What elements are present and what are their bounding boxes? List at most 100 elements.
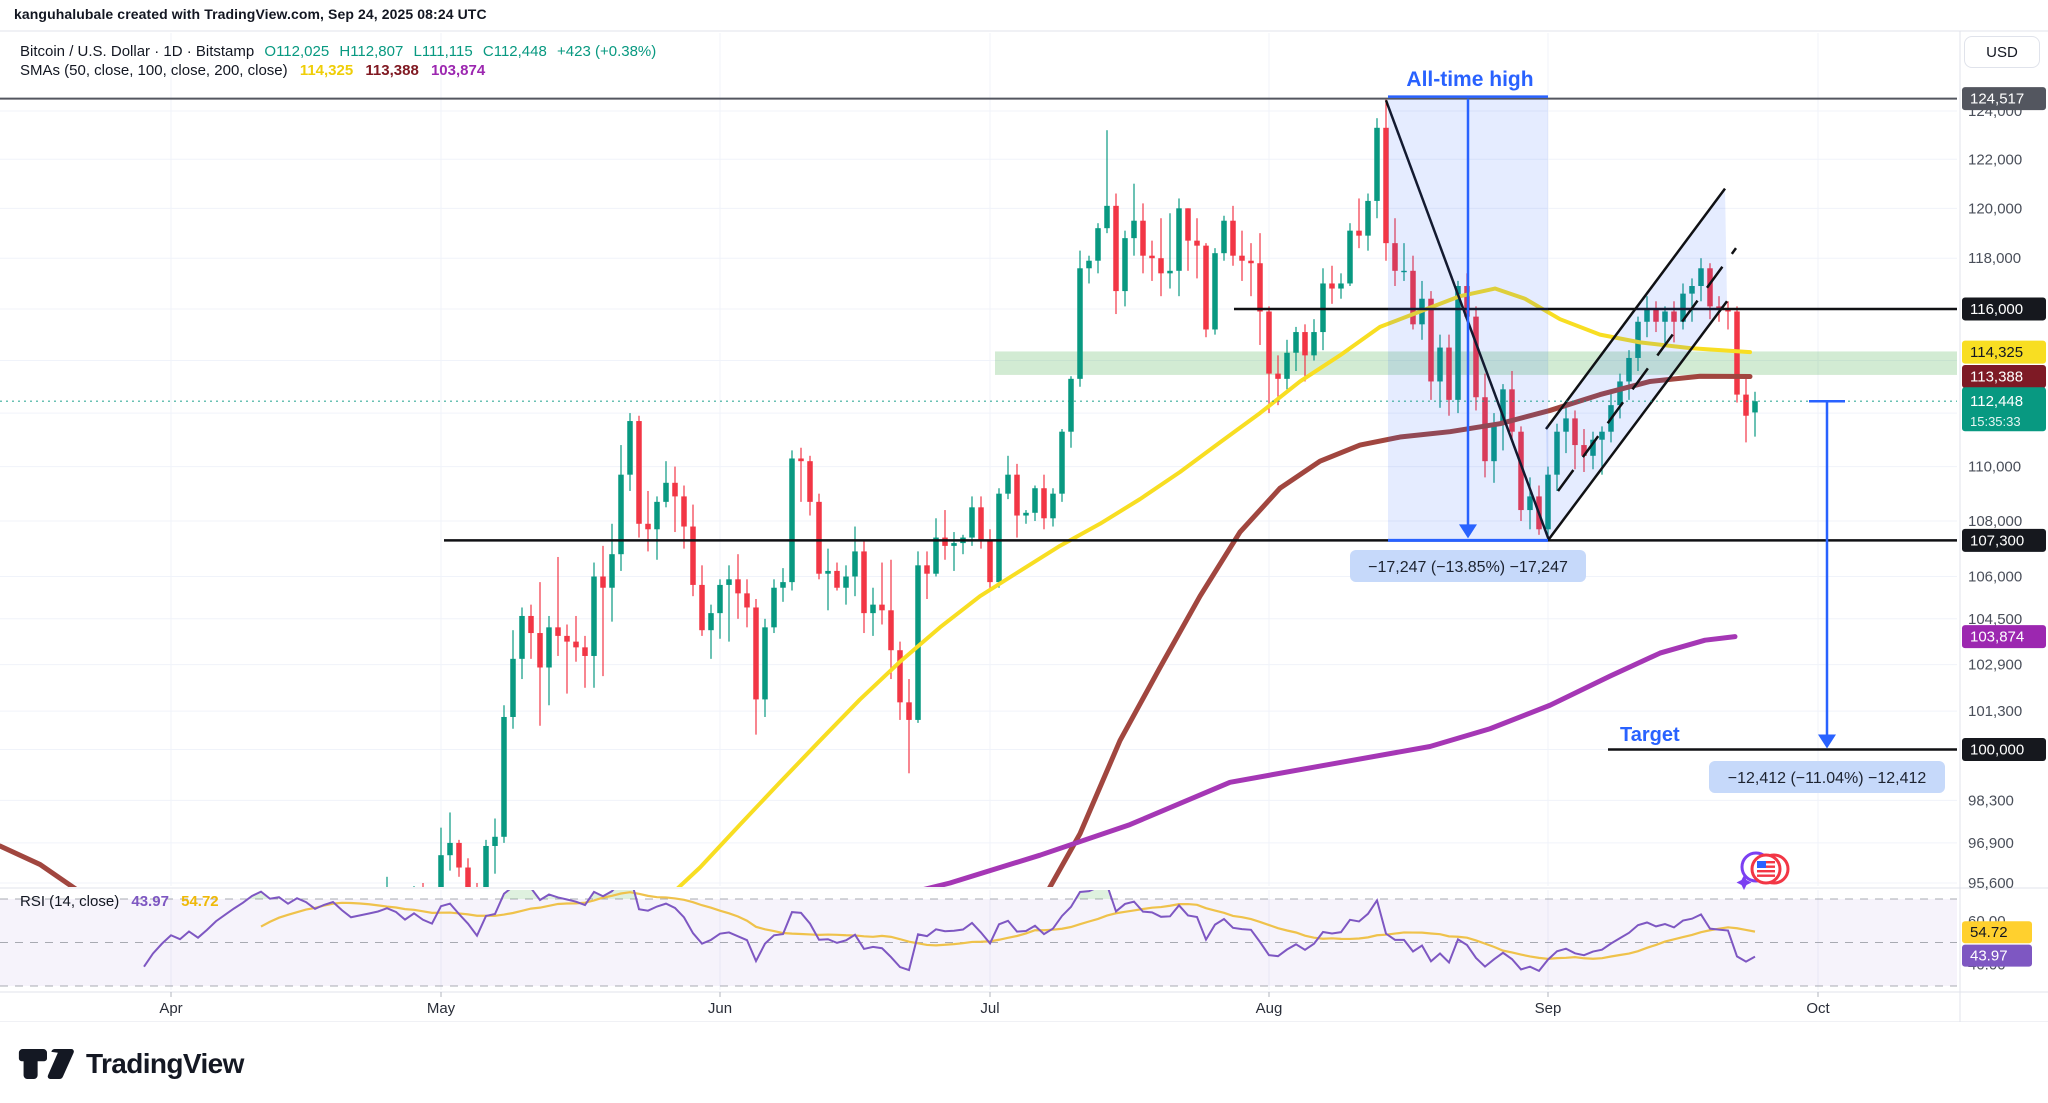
- candle: [1590, 439, 1596, 456]
- candle: [1401, 270, 1407, 273]
- price-range-measure[interactable]: −17,247 (−13.85%) −17,247: [1350, 95, 1586, 582]
- month-label: Jul: [980, 1000, 999, 1017]
- candle: [1122, 238, 1128, 292]
- candle: [1257, 263, 1263, 312]
- candle: [780, 582, 786, 588]
- measure-label: −12,412 (−11.04%) −12,412: [1728, 770, 1927, 787]
- rsi-label-pill: [1962, 921, 2032, 944]
- candle: [1158, 258, 1164, 274]
- candle: [1581, 445, 1587, 456]
- legend-rsi: RSI (14, close) 43.97 54.72: [20, 893, 219, 910]
- frame: [0, 30, 2048, 1022]
- candle: [546, 627, 552, 668]
- candle: [573, 641, 579, 648]
- candle: [735, 579, 741, 594]
- candle: [1716, 306, 1722, 309]
- candle: [1356, 230, 1362, 236]
- candle: [969, 507, 975, 538]
- price-tick: 108,000: [1968, 513, 2022, 530]
- candle: [1383, 127, 1389, 244]
- candle: [915, 565, 921, 720]
- candle: [1167, 270, 1173, 274]
- candle: [438, 855, 444, 887]
- price-tick: 98,300: [1968, 792, 2014, 809]
- candle: [501, 716, 507, 837]
- candle: [1068, 378, 1074, 432]
- candle: [1707, 268, 1713, 307]
- sma100-line: [1047, 373, 1753, 887]
- candle: [1275, 373, 1281, 379]
- channel-lower-line[interactable]: [1546, 300, 1729, 542]
- candle: [1743, 394, 1749, 416]
- candle: [627, 421, 633, 475]
- candle: [663, 482, 669, 502]
- candle: [1302, 332, 1308, 356]
- candle: [1599, 431, 1605, 440]
- candle: [1185, 208, 1191, 241]
- ohlc-open: O112,025: [264, 43, 330, 60]
- candle: [843, 576, 849, 588]
- candlestick-series: [386, 98, 1758, 887]
- price-label: 124,517: [1970, 91, 2024, 108]
- sma-label: SMAs (50, close, 100, close, 200, close): [20, 62, 288, 79]
- tradingview-logo[interactable]: TradingView: [18, 1048, 244, 1080]
- candle: [1059, 431, 1065, 494]
- candle: [1473, 316, 1479, 398]
- candle: [879, 604, 885, 611]
- channel-upper-line[interactable]: [1544, 187, 1727, 430]
- candle: [465, 867, 471, 887]
- channel-fill: [1546, 188, 1727, 541]
- candle: [807, 461, 813, 502]
- candle: [1653, 308, 1659, 322]
- attribution-text: kanguhalubale created with TradingView.c…: [14, 6, 487, 22]
- candle: [1077, 268, 1083, 379]
- ath-label: All-time high: [1406, 68, 1533, 91]
- price-axis[interactable]: 124,000122,000120,000118,000110,000108,0…: [1962, 87, 2046, 973]
- time-axis[interactable]: Apr May Jun Jul Aug Sep Oct: [159, 992, 1830, 1017]
- sma200-line: [923, 634, 1738, 887]
- candle: [825, 570, 831, 574]
- channel-mid-dashed-line[interactable]: [1556, 247, 1738, 492]
- candle: [942, 537, 948, 546]
- target-measure[interactable]: −12,412 (−11.04%) −12,412: [1709, 399, 1945, 793]
- candle: [834, 570, 840, 588]
- price-label: 107,300: [1970, 532, 2024, 549]
- symbol-title: Bitcoin / U.S. Dollar · 1D · Bitstamp: [20, 43, 255, 60]
- price-label-pill: [1962, 528, 2046, 552]
- candle: [1644, 308, 1650, 322]
- measure-label: −17,247 (−13.85%) −17,247: [1368, 559, 1568, 576]
- chart-canvas[interactable]: −17,247 (−13.85%) −17,247 −12,412 (−11.04…: [0, 0, 2048, 1022]
- candle: [717, 584, 723, 614]
- rsi-overbought-fill: [501, 890, 540, 899]
- candle: [708, 613, 714, 631]
- price-tick: 106,000: [1968, 569, 2022, 586]
- candle: [1626, 357, 1632, 382]
- candle: [1311, 332, 1317, 356]
- candle: [1194, 240, 1200, 246]
- candle: [537, 633, 543, 668]
- candle: [1095, 228, 1101, 261]
- rsi-value: 43.97: [131, 893, 169, 910]
- candle: [636, 421, 642, 524]
- candle: [1032, 488, 1038, 513]
- candle: [1635, 321, 1641, 358]
- candle: [1113, 205, 1119, 292]
- ohlc-low: L111,115: [413, 43, 473, 60]
- candle: [582, 647, 588, 656]
- candle: [924, 565, 930, 574]
- candle: [852, 551, 858, 577]
- candle: [798, 458, 804, 462]
- price-label: 116,000: [1970, 301, 2023, 318]
- countdown-label: 15:35:33: [1970, 414, 2021, 429]
- candle: [1455, 286, 1461, 400]
- month-label: Jun: [708, 1000, 732, 1017]
- candle: [888, 610, 894, 651]
- currency-button[interactable]: USD: [1964, 36, 2040, 68]
- candle: [987, 540, 993, 583]
- candle: [492, 836, 498, 846]
- sma200-value: 103,874: [430, 62, 486, 79]
- month-label: Oct: [1806, 1000, 1830, 1017]
- rising-channel[interactable]: [1544, 187, 1738, 542]
- candle: [996, 493, 1002, 583]
